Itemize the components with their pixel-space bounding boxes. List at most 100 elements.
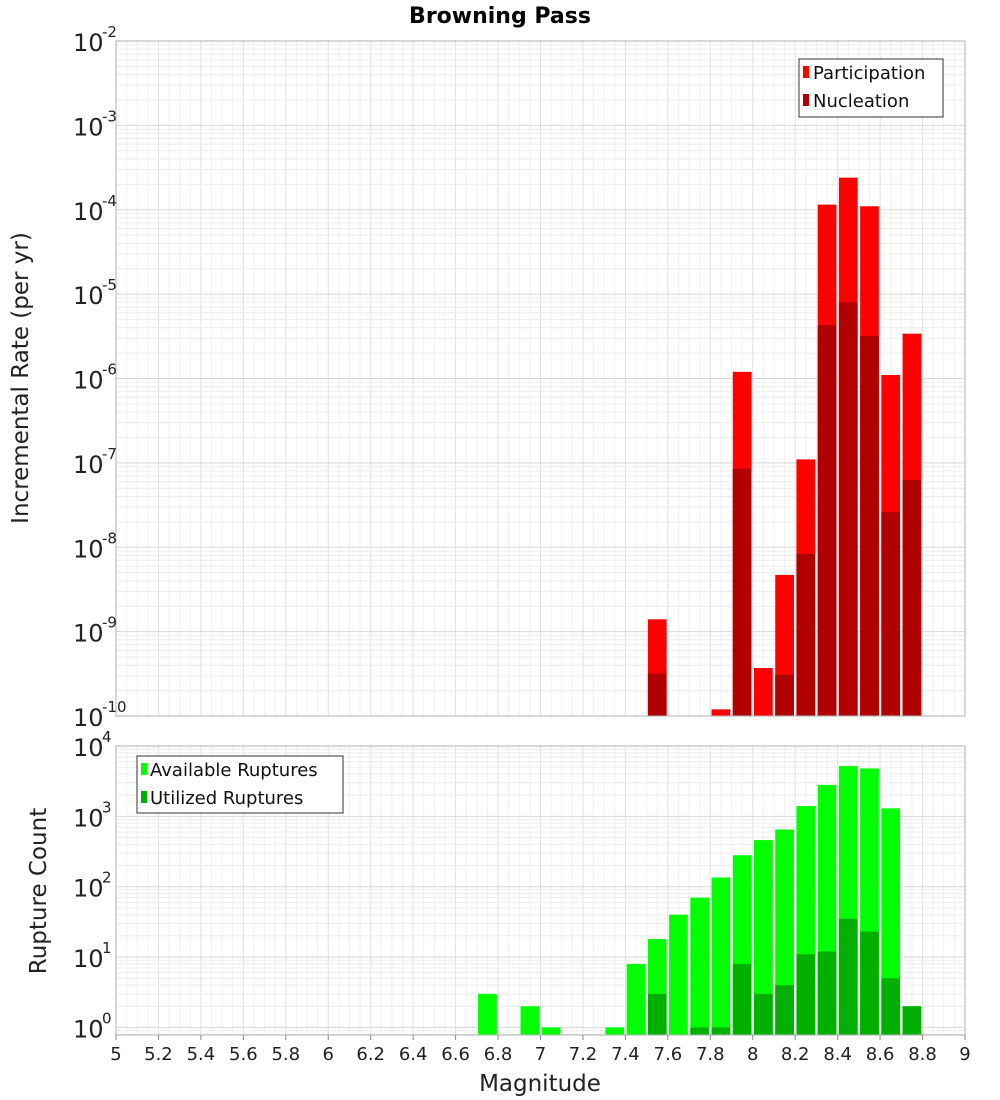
count-bar-available-ruptures — [711, 877, 731, 1035]
count-bar-utilized-ruptures — [796, 954, 816, 1035]
x-axis-label: Magnitude — [479, 1071, 601, 1097]
chart-title: Browning Pass — [409, 4, 591, 29]
x-tick-label: 6.6 — [441, 1044, 470, 1065]
count-bar-utilized-ruptures — [860, 931, 879, 1035]
x-tick-label: 8.8 — [908, 1044, 937, 1065]
rate-ytick-base: 10 — [73, 367, 104, 395]
count-bar-available-ruptures — [478, 993, 497, 1035]
rate-legend-box — [798, 58, 944, 118]
rate-bar-nucleation — [775, 674, 794, 716]
rate-ytick-exponent: -4 — [102, 192, 117, 210]
rate-ytick-exponent: -2 — [102, 23, 117, 41]
x-tick-label: 5.4 — [187, 1044, 216, 1065]
x-tick-label: 6.2 — [356, 1044, 385, 1065]
rate-ytick-base: 10 — [73, 282, 104, 310]
participation-legend-label: Participation — [813, 63, 925, 84]
utilized-swatch — [141, 791, 147, 803]
count-bar-available-ruptures — [605, 1027, 625, 1035]
x-tick-label: 8 — [747, 1044, 758, 1065]
nucleation-swatch — [803, 94, 809, 106]
rate-bar-participation — [754, 668, 773, 716]
rate-ytick-exponent: -10 — [102, 698, 127, 716]
count-ytick-base: 10 — [73, 804, 104, 832]
rate-bar-nucleation — [902, 479, 922, 716]
count-bar-utilized-ruptures — [902, 1006, 922, 1035]
utilized-legend-label: Utilized Ruptures — [150, 788, 303, 809]
nucleation-legend-label: Nucleation — [813, 91, 909, 112]
rate-ytick-exponent: -9 — [102, 614, 117, 632]
count-bar-utilized-ruptures — [732, 963, 752, 1035]
rate-bar-nucleation — [838, 302, 858, 716]
rate-panel: 10-210-310-410-510-610-710-810-910-10 In… — [8, 23, 966, 732]
rate-bar-participation — [711, 709, 731, 716]
x-tick-label: 7.2 — [569, 1044, 598, 1065]
count-bar-utilized-ruptures — [817, 951, 837, 1035]
count-bar-utilized-ruptures — [881, 978, 901, 1035]
rate-y-axis-label: Incremental Rate (per yr) — [8, 232, 34, 524]
count-ytick-exponent: 2 — [102, 869, 112, 887]
rate-ytick-exponent: -6 — [102, 361, 117, 379]
count-ytick-base: 10 — [73, 875, 104, 903]
x-tick-label: 6.4 — [399, 1044, 428, 1065]
x-tick-label: 5.2 — [144, 1044, 173, 1065]
count-bar-utilized-ruptures — [647, 993, 667, 1035]
rate-bar-nucleation — [817, 325, 837, 716]
x-tick-label: 9 — [959, 1044, 970, 1065]
rate-ytick-base: 10 — [73, 198, 104, 226]
count-legend-box — [136, 755, 344, 814]
rate-ytick-exponent: -7 — [102, 445, 117, 463]
count-bar-available-ruptures — [775, 829, 794, 1035]
count-ytick-exponent: 0 — [102, 1009, 112, 1027]
x-tick-label: 7.6 — [654, 1044, 683, 1065]
count-bar-available-ruptures — [669, 914, 688, 1035]
x-tick-label: 8.2 — [781, 1044, 810, 1065]
count-bar-available-ruptures — [541, 1027, 561, 1035]
x-tick-label: 7.8 — [696, 1044, 725, 1065]
x-tick-label: 7.4 — [611, 1044, 640, 1065]
x-tick-label: 7 — [535, 1044, 546, 1065]
count-y-axis-label: Rupture Count — [26, 808, 52, 974]
x-tick-label: 5.8 — [271, 1044, 300, 1065]
available-legend-label: Available Ruptures — [150, 760, 318, 781]
rate-ytick-exponent: -5 — [102, 276, 117, 294]
count-bar-available-ruptures — [754, 840, 773, 1035]
rate-bar-nucleation — [647, 673, 667, 716]
rate-bar-nucleation — [732, 468, 752, 716]
count-bar-utilized-ruptures — [690, 1027, 710, 1035]
count-bar-utilized-ruptures — [838, 918, 858, 1035]
rate-ytick-base: 10 — [73, 29, 104, 57]
rate-bar-nucleation — [796, 554, 816, 716]
count-bar-available-ruptures — [520, 1006, 540, 1035]
x-tick-label: 6 — [323, 1044, 334, 1065]
count-ytick-base: 10 — [73, 945, 104, 973]
count-bar-utilized-ruptures — [775, 985, 794, 1035]
count-bar-available-ruptures — [626, 963, 646, 1035]
rate-ytick-base: 10 — [73, 451, 104, 479]
x-tick-label: 8.4 — [823, 1044, 852, 1065]
rate-ytick-base: 10 — [73, 113, 104, 141]
rate-ytick-exponent: -3 — [102, 107, 117, 125]
count-ytick-base: 10 — [73, 734, 104, 762]
count-bar-utilized-ruptures — [754, 993, 773, 1035]
count-ytick-exponent: 3 — [102, 798, 112, 816]
count-legend: Available Ruptures Utilized Ruptures — [136, 755, 344, 814]
x-tick-label: 5 — [110, 1044, 121, 1065]
rate-bar-nucleation — [881, 512, 901, 716]
rate-plot-frame — [115, 40, 966, 717]
count-ytick-exponent: 4 — [102, 728, 112, 746]
count-ytick-base: 10 — [73, 1015, 104, 1043]
participation-swatch — [803, 66, 809, 78]
x-tick-label: 8.6 — [866, 1044, 895, 1065]
x-tick-label: 5.6 — [229, 1044, 258, 1065]
rate-bar-nucleation — [860, 335, 879, 716]
count-bar-available-ruptures — [690, 897, 710, 1035]
rate-legend: Participation Nucleation — [798, 58, 944, 118]
rate-ytick-base: 10 — [73, 620, 104, 648]
rate-ytick-base: 10 — [73, 535, 104, 563]
count-bar-utilized-ruptures — [711, 1027, 731, 1035]
rate-ytick-base: 10 — [73, 704, 104, 732]
count-ytick-exponent: 1 — [102, 939, 112, 957]
x-tick-label: 6.8 — [484, 1044, 513, 1065]
